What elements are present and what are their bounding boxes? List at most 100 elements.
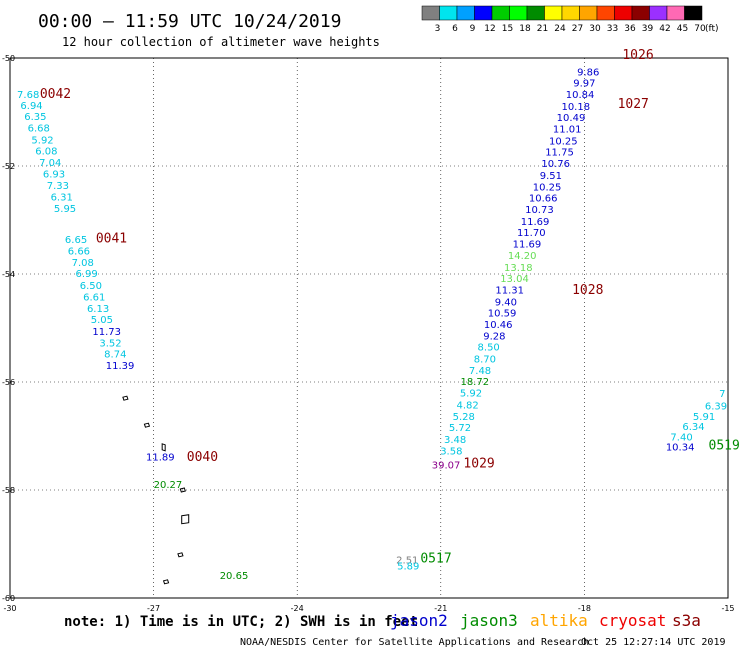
wave-height-value: 6.94 xyxy=(20,101,42,112)
pass-time-label: 0040 xyxy=(187,450,218,465)
footer-note: note: 1) Time is in UTC; 2) SWH is in fe… xyxy=(64,614,418,630)
wave-height-value: 20.65 xyxy=(220,571,249,582)
wave-height-value: 6.66 xyxy=(68,247,90,258)
colorbar-swatch xyxy=(544,5,563,21)
wave-height-value: 13.04 xyxy=(500,274,529,285)
wave-height-value: 11.31 xyxy=(495,285,524,296)
wave-height-value: 4.82 xyxy=(456,400,478,411)
wave-height-value: 5.92 xyxy=(31,135,53,146)
footer-timestamp: Oct 25 12:27:14 UTC 2019 xyxy=(581,637,726,648)
wave-height-value: 7.48 xyxy=(469,366,491,377)
colorbar-tick: 15 xyxy=(502,24,513,34)
x-tick-label: -27 xyxy=(147,604,160,613)
pass-time-labels: 0042 0041 0040 1026 1027 1028 1029 0517 0519 xyxy=(40,48,740,566)
colorbar-tick: 18 xyxy=(519,24,531,34)
wave-height-value: 14.20 xyxy=(508,251,537,262)
colorbar-swatch xyxy=(491,5,510,21)
colorbar-swatch xyxy=(439,5,458,21)
wave-height-value: 6.34 xyxy=(682,422,704,433)
wave-height-value: 11.70 xyxy=(517,228,546,239)
wave-height-value: 10.34 xyxy=(666,443,695,454)
wave-height-value: 9.97 xyxy=(573,79,595,90)
wave-height-value: 5.92 xyxy=(460,389,482,400)
wave-height-value: 5.91 xyxy=(693,412,715,423)
wave-height-value: 7.08 xyxy=(72,258,94,269)
wave-height-value: 2.51 xyxy=(396,555,418,566)
wave-height-value: 5.05 xyxy=(91,315,113,326)
wave-height-value: 9.51 xyxy=(540,171,562,182)
wave-height-value: 10.18 xyxy=(561,102,590,113)
wave-height-value: 8.70 xyxy=(474,355,496,366)
colorbar-unit: (ft) xyxy=(705,24,719,34)
wave-height-value: 11.39 xyxy=(106,361,135,372)
wave-height-value: 8.50 xyxy=(478,343,500,354)
satellite-legend-item: altika xyxy=(530,611,588,630)
wave-height-value: 3.58 xyxy=(440,446,462,457)
y-tick-label: -50 xyxy=(2,54,15,63)
y-tick-label: -58 xyxy=(2,486,15,495)
footer-credit: NOAA/NESDIS Center for Satellite Applica… xyxy=(240,637,589,648)
wave-height-value: 10.76 xyxy=(541,159,570,170)
island-outline xyxy=(177,552,184,558)
y-tick-label: -56 xyxy=(2,378,15,387)
colorbar-swatch xyxy=(474,5,493,21)
pass-time-label: 1029 xyxy=(463,456,494,471)
wave-height-value: 10.84 xyxy=(566,90,595,101)
satellite-legend-item: cryosat xyxy=(599,611,666,630)
colorbar-tick: 45 xyxy=(677,24,688,34)
colorbar-tick: 3 xyxy=(435,24,441,34)
island-outlines xyxy=(122,395,190,585)
island-outline xyxy=(162,579,170,585)
wave-height-value: 5.95 xyxy=(54,204,76,215)
satellite-legend-item: jason2 xyxy=(390,611,448,630)
colorbar-swatch xyxy=(579,5,598,21)
pass-time-label: 0041 xyxy=(96,232,127,247)
y-tick-label: -52 xyxy=(2,162,15,171)
wave-height-value: 10.49 xyxy=(557,113,586,124)
colorbar-tick: 24 xyxy=(554,24,566,34)
satellite-legend: jason2 jason3 altika cryosat s3a xyxy=(390,611,701,630)
colorbar-tick: 30 xyxy=(589,24,601,34)
wave-height-value: 5.28 xyxy=(453,412,475,423)
pass-time-label: 1026 xyxy=(622,48,653,63)
wave-height-points: 7.686.946.356.685.926.087.046.937.336.31… xyxy=(17,67,727,582)
colorbar-swatch xyxy=(684,5,703,21)
wave-height-value: 7.40 xyxy=(670,432,692,443)
wave-height-value: 10.73 xyxy=(525,205,554,216)
wave-height-value: 6.65 xyxy=(65,235,87,246)
chart-subtitle: 12 hour collection of altimeter wave hei… xyxy=(62,35,380,49)
wave-height-value: 11.75 xyxy=(545,148,574,159)
plot-frame xyxy=(9,57,729,599)
wave-height-value: 3.48 xyxy=(444,435,466,446)
colorbar-tick: 39 xyxy=(642,24,654,34)
wave-height-value: 11.69 xyxy=(521,217,550,228)
satellite-legend-item: jason3 xyxy=(460,611,518,630)
colorbar-tick: 12 xyxy=(484,24,495,34)
colorbar-swatch xyxy=(666,5,685,21)
x-tick-label: -18 xyxy=(578,604,591,613)
wave-height-value: 9.40 xyxy=(495,297,517,308)
colorbar-legend: 3 6 9 12 15 18 21 24 27 30 33 36 39 42 45 70 (ft) xyxy=(421,5,719,34)
pass-time-label: 0517 xyxy=(420,551,451,566)
colorbar-swatch xyxy=(649,5,668,21)
x-tick-label: -21 xyxy=(434,604,447,613)
wave-height-value: 9.28 xyxy=(483,331,505,342)
wave-height-value: 10.46 xyxy=(484,320,513,331)
wave-height-value: 10.25 xyxy=(549,136,578,147)
colorbar-swatch xyxy=(561,5,580,21)
wave-height-value: 6.61 xyxy=(83,292,105,303)
wave-height-value: 10.66 xyxy=(529,194,558,205)
pass-time-label: 1028 xyxy=(572,283,603,298)
wave-height-value: 6.50 xyxy=(80,281,102,292)
wave-height-value: 20.27 xyxy=(154,480,183,491)
island-outline xyxy=(181,514,190,525)
wave-height-value: 11.69 xyxy=(513,240,542,251)
colorbar-tick: 42 xyxy=(659,24,670,34)
x-tick-label: -15 xyxy=(721,604,734,613)
wave-height-value: 6.93 xyxy=(43,169,65,180)
y-tick-label: -60 xyxy=(2,594,15,603)
axis-tick-labels: -30 -27 -24 -21 -18 -15 -50 -52 -54 -56 -58 -60 xyxy=(2,54,735,613)
wave-height-value: 7 xyxy=(719,389,725,400)
pass-time-label: 0519 xyxy=(709,439,740,454)
